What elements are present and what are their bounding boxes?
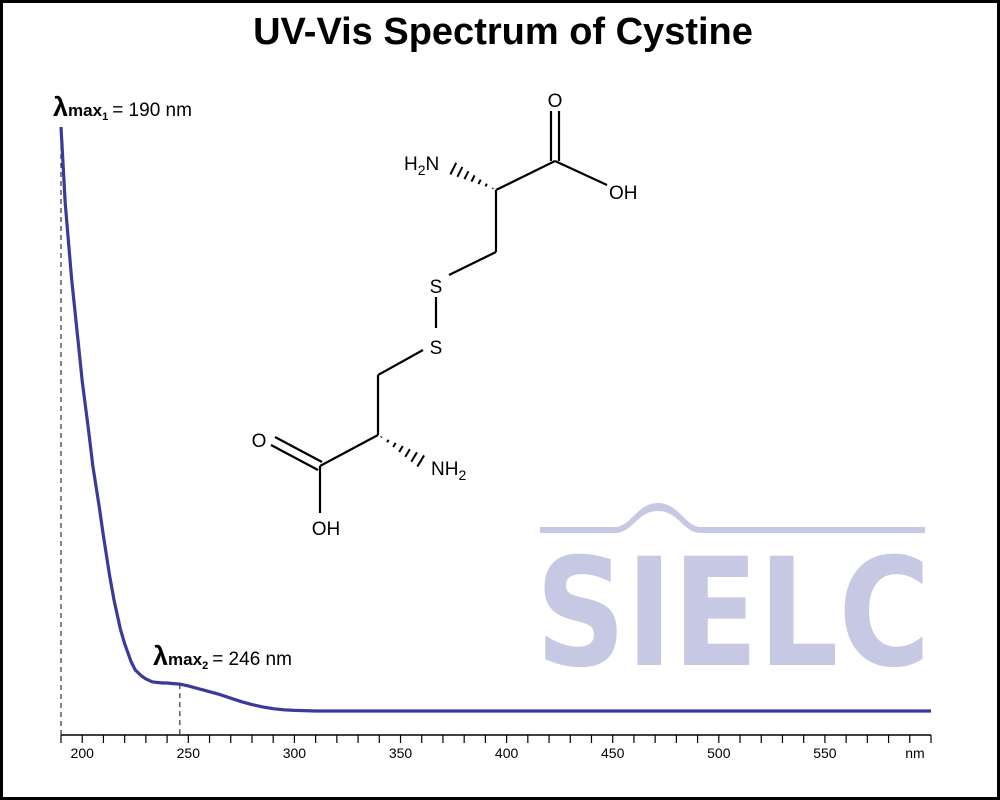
x-tick-label: 250 xyxy=(177,745,201,761)
sielc-watermark: SIELC xyxy=(536,503,931,701)
lambda-max-1-label: λmax1 = 190 nm xyxy=(53,92,192,123)
x-tick-label: 300 xyxy=(283,745,307,761)
x-axis: 200 250 300 350 400 450 500 550 nm xyxy=(60,734,932,761)
hash-stroke xyxy=(386,439,390,443)
bond xyxy=(495,160,556,191)
hash-bond-bottom xyxy=(380,436,425,468)
hash-bond-top xyxy=(449,162,494,190)
atom-h2n-top: H2N xyxy=(404,154,439,178)
x-tick-label: 550 xyxy=(813,745,837,761)
hash-stroke xyxy=(380,436,383,438)
bond xyxy=(319,434,379,467)
hash-stroke xyxy=(463,170,470,180)
hash-stroke xyxy=(404,448,411,458)
hash-stroke xyxy=(416,454,425,468)
x-tick-label: 450 xyxy=(601,745,625,761)
atom-o-bottom: O xyxy=(252,431,267,452)
x-tick-label: 350 xyxy=(389,745,413,761)
x-axis-tick-labels: 200 250 300 350 400 450 500 550 xyxy=(71,745,837,761)
hash-stroke xyxy=(456,166,464,178)
bond xyxy=(274,436,323,463)
x-tick-label: 500 xyxy=(707,745,731,761)
hash-stroke xyxy=(392,442,397,448)
cystine-structure xyxy=(270,111,608,513)
lambda-guides xyxy=(60,127,181,735)
atom-s-lower: S xyxy=(430,338,443,359)
lambda-max-2-label: λmax2 = 246 nm xyxy=(153,641,292,672)
atom-oh-bottom: OH xyxy=(312,519,341,540)
bond xyxy=(554,160,608,186)
bond xyxy=(270,444,319,471)
atom-s-upper: S xyxy=(430,277,443,298)
atom-o-top: O xyxy=(548,91,563,112)
x-axis-unit: nm xyxy=(905,745,924,761)
x-axis-ticks xyxy=(60,735,932,743)
hash-stroke xyxy=(410,451,418,463)
spectrum-line xyxy=(59,126,931,713)
hash-stroke xyxy=(477,179,482,185)
hash-stroke xyxy=(470,174,476,183)
hash-stroke xyxy=(449,162,458,175)
watermark-arc xyxy=(540,503,925,533)
chart-plot: SIELC H2N O OH S S O xyxy=(53,91,932,761)
hash-stroke xyxy=(484,183,488,187)
x-tick-label: 200 xyxy=(71,745,95,761)
lambda-annotations: λmax1 = 190 nm λmax2 = 246 nm xyxy=(53,92,292,672)
bond xyxy=(448,251,497,276)
bond xyxy=(377,349,424,376)
x-tick-label: 400 xyxy=(495,745,519,761)
atom-labels: H2N O OH S S O NH2 OH xyxy=(252,91,638,540)
chart-title: UV-Vis Spectrum of Cystine xyxy=(253,11,753,53)
watermark-text: SIELC xyxy=(536,527,931,701)
atom-oh-top: OH xyxy=(609,183,638,204)
atom-nh2-bottom: NH2 xyxy=(431,459,466,483)
hash-stroke xyxy=(398,445,404,453)
